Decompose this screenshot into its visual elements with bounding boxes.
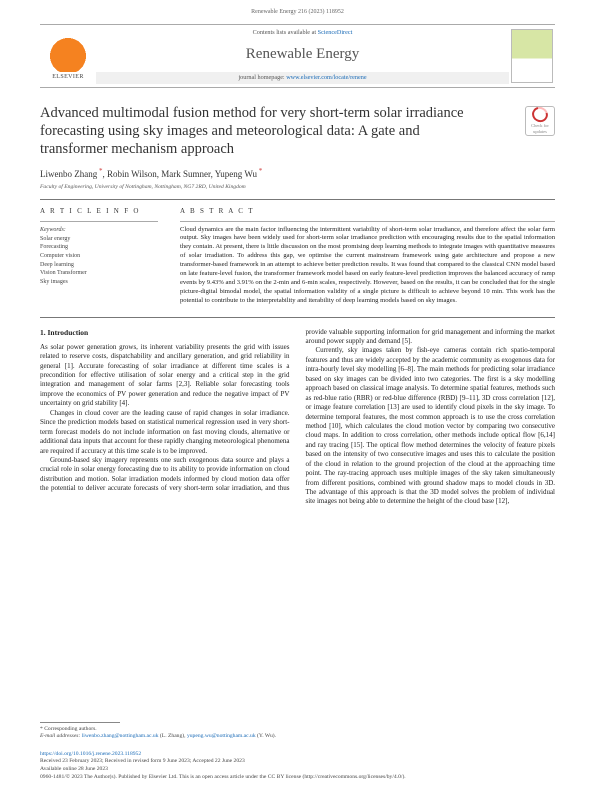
journal-name: Renewable Energy <box>246 44 359 64</box>
publisher-logo: ELSEVIER <box>40 25 96 87</box>
keyword: Deep learning <box>40 261 158 270</box>
email-2[interactable]: yupeng.wu@nottingham.ac.uk <box>187 733 256 739</box>
email-1[interactable]: liwenbo.zhang@nottingham.ac.uk <box>82 733 159 739</box>
contents-prefix: Contents lists available at <box>253 29 318 36</box>
crossmark-icon <box>529 104 550 125</box>
running-header: Renewable Energy 216 (2023) 118952 <box>0 0 595 20</box>
elsevier-tree-icon <box>48 32 88 72</box>
affiliation: Faculty of Engineering, University of No… <box>40 184 555 192</box>
author-2: Robin Wilson <box>107 169 157 179</box>
abstract-text: Cloud dynamics are the main factor influ… <box>180 226 555 306</box>
title-block: Check for updates Advanced multimodal fu… <box>40 104 555 191</box>
masthead-center: Contents lists available at ScienceDirec… <box>96 25 509 87</box>
sciencedirect-link[interactable]: ScienceDirect <box>318 29 353 36</box>
doi-link[interactable]: https://doi.org/10.1016/j.renene.2023.11… <box>40 751 141 757</box>
abstract: A B S T R A C T Cloud dynamics are the m… <box>168 200 555 312</box>
homepage-prefix: journal homepage: <box>238 74 286 81</box>
keywords-label: Keywords: <box>40 226 158 234</box>
abstract-heading: A B S T R A C T <box>180 207 555 216</box>
footnote-rule <box>40 722 120 723</box>
homepage-link[interactable]: www.elsevier.com/locate/renene <box>286 74 366 81</box>
article-info-heading: A R T I C L E I N F O <box>40 207 158 216</box>
footer: * Corresponding authors. E-mail addresse… <box>40 722 555 782</box>
available-line: Available online 28 June 2023 <box>40 766 555 774</box>
keyword: Solar energy <box>40 235 158 244</box>
received-line: Received 23 February 2023; Received in r… <box>40 758 555 766</box>
license-line: 0960-1481/© 2023 The Author(s). Publishe… <box>40 774 555 782</box>
thin-rule <box>180 221 555 222</box>
corr-mark: * <box>257 167 262 175</box>
rule-bottom <box>40 317 555 318</box>
email-label: E-mail addresses: <box>40 733 82 739</box>
journal-cover-thumb <box>511 29 553 83</box>
crossmark-line2: updates <box>533 129 547 135</box>
email-2-who: (Y. Wu). <box>256 733 276 739</box>
author-4: Yupeng Wu <box>215 169 257 179</box>
keywords-list: Solar energyForecastingComputer visionDe… <box>40 235 158 287</box>
thin-rule <box>40 221 158 222</box>
keyword: Sky images <box>40 278 158 287</box>
email-1-who: (L. Zhang), <box>159 733 187 739</box>
corr-mark: * <box>97 167 102 175</box>
body-para: Changes in cloud cover are the leading c… <box>40 409 290 456</box>
keyword: Computer vision <box>40 252 158 261</box>
crossmark-badge[interactable]: Check for updates <box>525 106 555 136</box>
author-1: Liwenbo Zhang <box>40 169 97 179</box>
contents-line: Contents lists available at ScienceDirec… <box>253 29 353 37</box>
homepage-line: journal homepage: www.elsevier.com/locat… <box>96 72 509 84</box>
article-info: A R T I C L E I N F O Keywords: Solar en… <box>40 200 168 312</box>
body-columns: 1. Introduction As solar power generatio… <box>40 328 555 507</box>
body-para: Currently, sky images taken by fish-eye … <box>306 346 556 506</box>
authors: Liwenbo Zhang *, Robin Wilson, Mark Sumn… <box>40 167 555 180</box>
email-line: E-mail addresses: liwenbo.zhang@nottingh… <box>40 733 555 741</box>
author-3: Mark Sumner <box>161 169 210 179</box>
keyword: Vision Transformer <box>40 269 158 278</box>
publisher-name: ELSEVIER <box>52 73 84 81</box>
section-heading: 1. Introduction <box>40 328 290 338</box>
info-abstract-row: A R T I C L E I N F O Keywords: Solar en… <box>40 200 555 312</box>
masthead: ELSEVIER Contents lists available at Sci… <box>40 24 555 88</box>
keyword: Forecasting <box>40 243 158 252</box>
body-para: As solar power generation grows, its inh… <box>40 343 290 409</box>
paper-title: Advanced multimodal fusion method for ve… <box>40 104 480 158</box>
